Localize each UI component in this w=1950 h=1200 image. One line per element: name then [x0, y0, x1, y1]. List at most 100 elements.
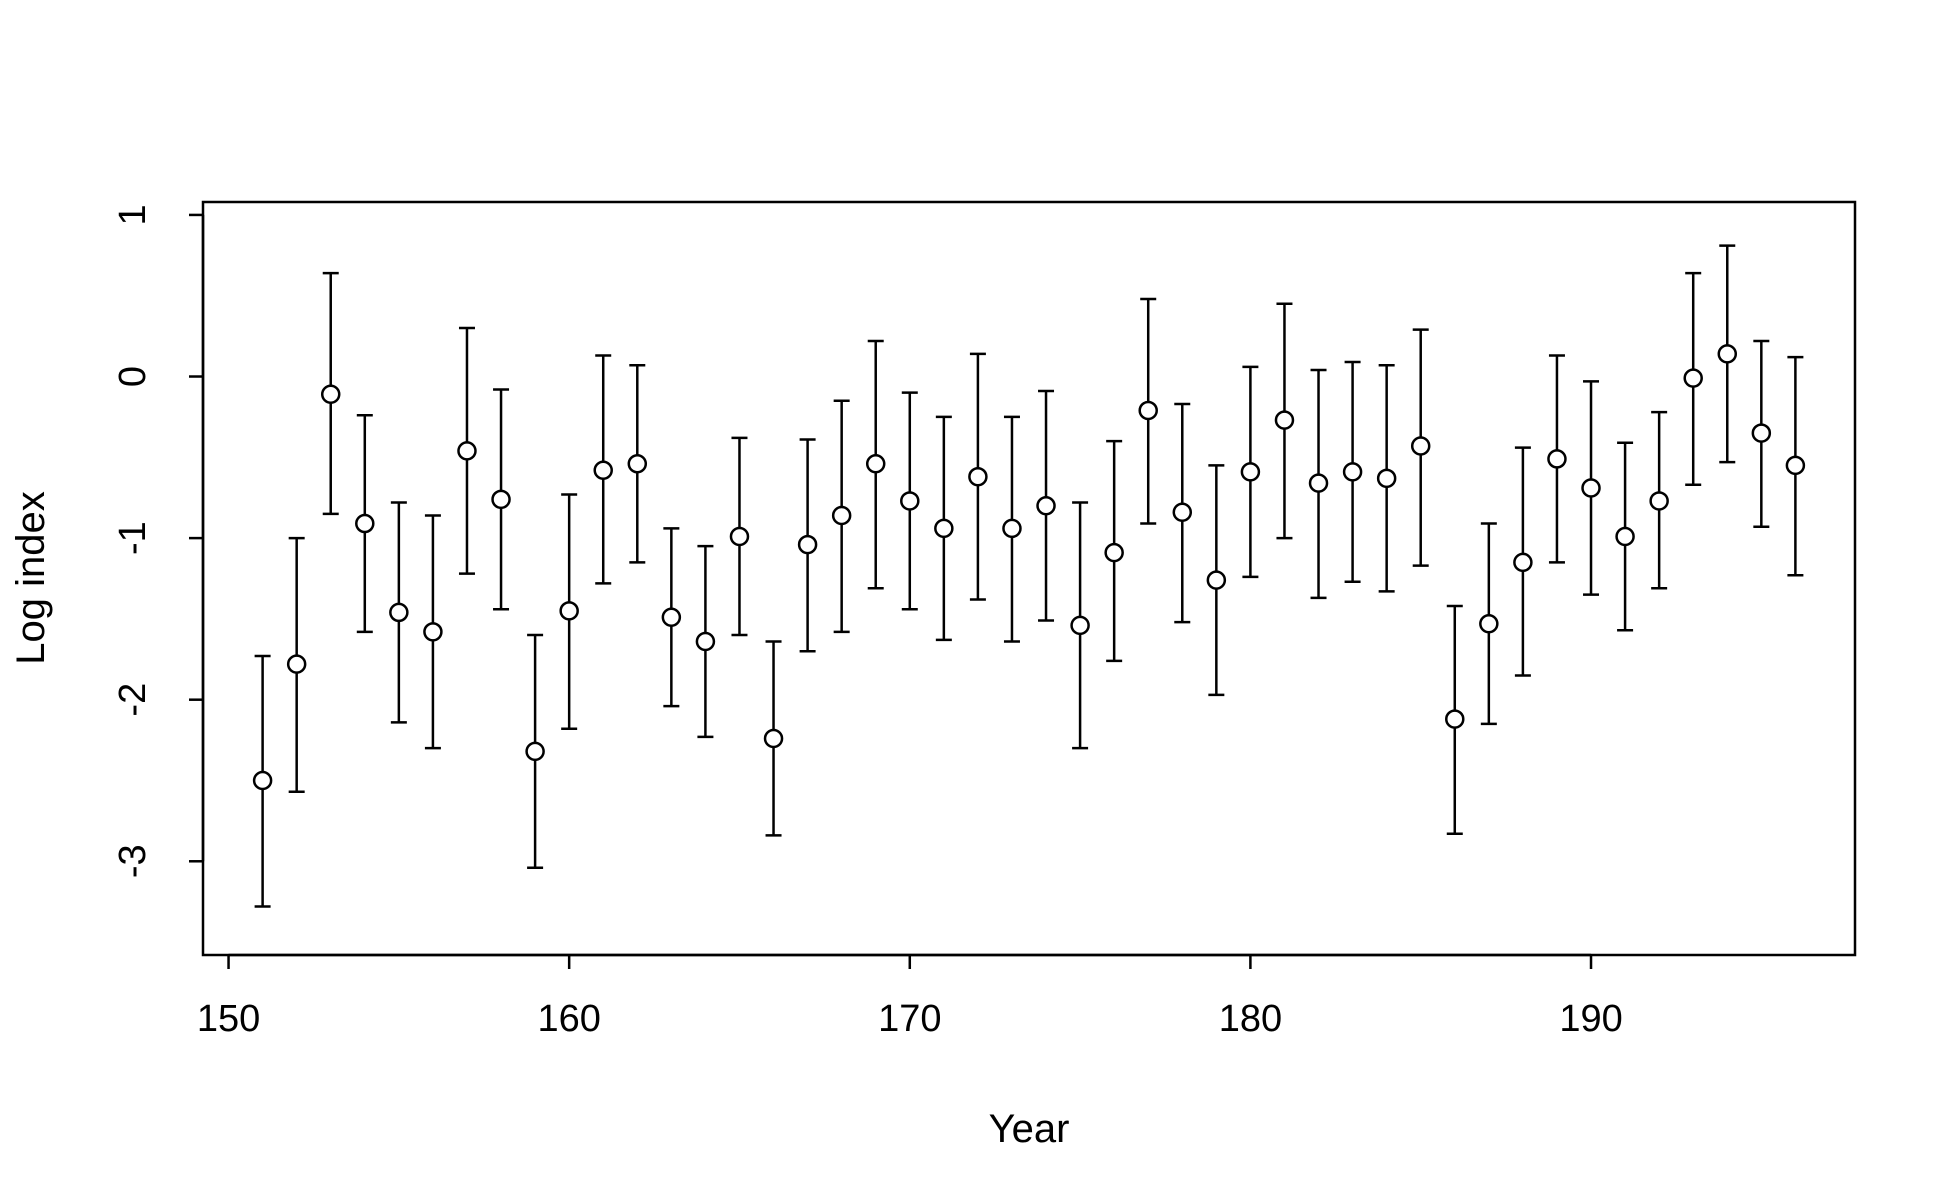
data-point-group [286, 536, 307, 794]
data-point-group [491, 388, 511, 611]
data-point-group [729, 436, 750, 637]
x-tick-label: 190 [1559, 998, 1622, 1040]
data-point-group [797, 438, 818, 653]
data-point-group [1240, 365, 1261, 579]
data-point-group [1785, 355, 1806, 577]
data-point [900, 491, 920, 511]
data-point [831, 505, 852, 526]
data-point-group [934, 415, 954, 642]
data-point [1070, 615, 1090, 636]
y-tick-label: 1 [112, 204, 154, 225]
data-point [593, 460, 613, 480]
y-tick-label: -3 [112, 844, 154, 878]
data-point-group [1206, 464, 1227, 697]
y-tick-label: -1 [112, 521, 154, 555]
data-point [661, 607, 682, 628]
data-point-group [1376, 363, 1397, 593]
data-point [1581, 478, 1601, 498]
data-point [1172, 502, 1193, 522]
data-point-group [389, 501, 409, 724]
x-tick-label: 180 [1219, 998, 1282, 1040]
data-point [1376, 468, 1397, 489]
data-point-group [627, 363, 648, 564]
data-point-group [457, 326, 477, 575]
y-axis: 1 0 -1 -2 -3 [112, 204, 205, 878]
data-point-group [831, 399, 852, 634]
data-point [695, 631, 716, 652]
data-point [1240, 462, 1261, 482]
data-point [865, 454, 886, 474]
data-point-group [1070, 501, 1090, 750]
data-point [252, 770, 273, 791]
data-point-group [1615, 441, 1635, 632]
data-point-group [1479, 522, 1499, 726]
y-axis-label: Log index [9, 491, 53, 664]
data-point-group [355, 414, 375, 634]
data-point [1002, 518, 1022, 539]
plot-frame [201, 200, 1857, 957]
data-point [1206, 570, 1227, 590]
data-point [1410, 436, 1431, 456]
data-point [1342, 462, 1363, 482]
data-point-group [525, 633, 545, 869]
data-point-group [661, 527, 682, 708]
data-point [1513, 552, 1533, 573]
data-point-group [559, 493, 579, 731]
data-point-group [968, 352, 988, 601]
data-point [729, 526, 750, 547]
data-point-group [1138, 297, 1158, 525]
data-point [934, 518, 954, 539]
x-axis-label: Year [989, 1107, 1070, 1151]
y-tick-label: 0 [112, 366, 154, 387]
data-point-group [1581, 380, 1601, 596]
data-point [1547, 449, 1567, 469]
data-point-group [1513, 446, 1533, 677]
data-point [320, 384, 341, 405]
data-point-group [593, 354, 613, 585]
data-point [968, 466, 988, 487]
data-point [1717, 344, 1738, 364]
data-point [1104, 542, 1124, 563]
y-tick-label: -2 [112, 683, 154, 717]
data-point-group [1547, 354, 1567, 564]
x-axis: 150 160 170 180 190 [197, 953, 1623, 1040]
data-point [389, 602, 409, 623]
data-point [1615, 526, 1635, 547]
data-point [1036, 496, 1056, 516]
data-point-group [1036, 389, 1056, 622]
data-point-group [1649, 410, 1669, 590]
data-point [627, 454, 648, 474]
data-point-group [1342, 360, 1363, 583]
data-point [355, 513, 375, 534]
data-point-group [695, 544, 716, 739]
data-point-group [1445, 604, 1465, 836]
data-point [491, 489, 511, 510]
data-point [1649, 491, 1669, 511]
data-point-group [1002, 415, 1022, 643]
data-point-group [423, 514, 443, 750]
x-tick-label: 170 [878, 998, 941, 1040]
data-point [1445, 709, 1465, 729]
data-point-group [763, 640, 784, 837]
data-point [1138, 400, 1158, 421]
data-point [559, 601, 579, 621]
data-point [286, 654, 307, 674]
data-point [797, 534, 818, 555]
data-point-group [1683, 271, 1703, 487]
data-point [1683, 368, 1703, 388]
data-point-group [1410, 328, 1431, 567]
data-point [1479, 613, 1499, 634]
data-point-group [1308, 368, 1329, 600]
x-tick-label: 160 [537, 998, 600, 1040]
data-point [1785, 455, 1806, 476]
data-point [457, 441, 477, 461]
data-point [1751, 423, 1772, 443]
data-point-group [865, 339, 886, 590]
data-point [525, 741, 545, 762]
data-point-group [1751, 339, 1772, 529]
data-point [423, 622, 443, 642]
data-point [1274, 410, 1295, 430]
data-point-group [252, 654, 273, 908]
data-point [763, 728, 784, 749]
